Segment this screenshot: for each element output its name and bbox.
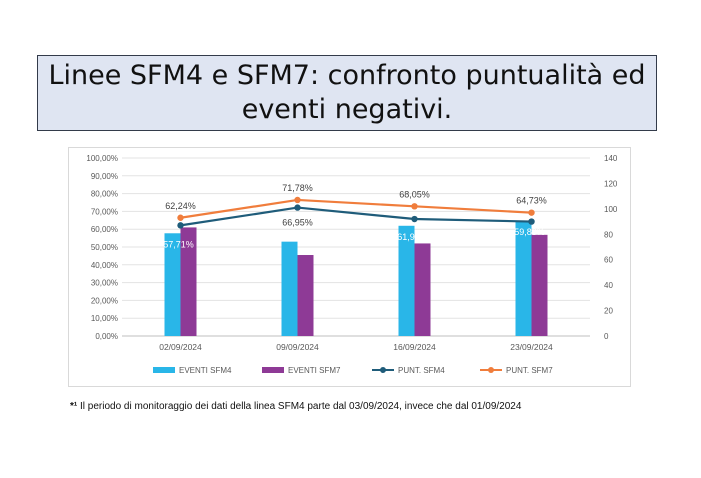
y-left-tick-label: 80,00%	[91, 190, 118, 199]
line-punt-sfm4	[180, 206, 532, 227]
bar-data-label: 61,92%	[397, 232, 428, 242]
x-tick-label: 09/09/2024	[276, 342, 319, 352]
x-tick-label: 16/09/2024	[393, 342, 436, 352]
line-data-label: 68,05%	[399, 189, 430, 199]
bar-eventi-sfm7	[180, 227, 197, 336]
line-point	[177, 222, 184, 229]
bar-eventi-sfm7	[414, 243, 431, 336]
y-left-tick-label: 20,00%	[91, 296, 118, 305]
y-right-tick-label: 100	[604, 205, 618, 214]
y-left-tick-label: 60,00%	[91, 225, 118, 234]
line-data-label: 66,95%	[282, 218, 313, 228]
y-left-tick-label: 70,00%	[91, 207, 118, 216]
y-left-tick-label: 90,00%	[91, 172, 118, 181]
line-data-label: 62,24%	[165, 201, 196, 211]
bar-eventi-sfm4	[164, 233, 181, 336]
bar-eventi-sfm4	[281, 241, 298, 336]
line-point	[294, 204, 301, 211]
y-left-tick-label: 0,00%	[95, 332, 118, 341]
y-right-tick-label: 20	[604, 307, 613, 316]
y-right-tick-label: 140	[604, 154, 618, 163]
bar-eventi-sfm4	[515, 220, 532, 336]
line-point	[528, 218, 535, 225]
y-right-tick-label: 120	[604, 179, 618, 188]
y-right-tick-label: 60	[604, 256, 613, 265]
line-point	[177, 214, 184, 221]
y-right-tick-label: 80	[604, 230, 613, 239]
line-point	[528, 209, 535, 216]
line-point	[411, 203, 418, 210]
bar-eventi-sfm7	[531, 234, 548, 336]
bar-eventi-sfm4	[398, 225, 415, 336]
slide-title: Linee SFM4 e SFM7: confronto puntualità …	[48, 60, 646, 125]
legend-swatch-marker	[488, 367, 494, 373]
footnote-marker: *¹	[70, 401, 78, 412]
legend-swatch-marker	[380, 367, 386, 373]
legend-label: EVENTI SFM4	[179, 366, 232, 375]
legend-swatch	[262, 367, 284, 373]
line-point	[294, 196, 301, 204]
y-left-tick-label: 100,00%	[86, 154, 118, 163]
y-left-tick-label: 50,00%	[91, 243, 118, 252]
y-left-tick-label: 10,00%	[91, 314, 118, 323]
x-tick-label: 02/09/2024	[159, 342, 202, 352]
y-right-tick-label: 0	[604, 332, 609, 341]
line-data-label: 71,78%	[282, 183, 313, 193]
legend-label: PUNT. SFM4	[398, 366, 445, 375]
legend-label: EVENTI SFM7	[288, 366, 341, 375]
y-left-tick-label: 30,00%	[91, 279, 118, 288]
bar-eventi-sfm7	[297, 255, 314, 336]
bar-data-label: 59,83%	[514, 227, 545, 237]
line-point	[411, 215, 418, 223]
legend-swatch	[153, 367, 175, 373]
legend-label: PUNT. SFM7	[506, 366, 553, 375]
slide-title-box: Linee SFM4 e SFM7: confronto puntualità …	[37, 55, 657, 131]
footnote-text: Il periodo di monitoraggio dei dati dell…	[77, 401, 522, 412]
x-tick-label: 23/09/2024	[510, 342, 553, 352]
footnote: *¹ Il periodo di monitoraggio dei dati d…	[70, 401, 521, 412]
line-punt-sfm7	[180, 198, 532, 219]
line-data-label: 64,73%	[516, 196, 547, 206]
bar-data-label: 57,71%	[163, 239, 194, 249]
y-right-tick-label: 40	[604, 281, 613, 290]
y-left-tick-label: 40,00%	[91, 261, 118, 270]
